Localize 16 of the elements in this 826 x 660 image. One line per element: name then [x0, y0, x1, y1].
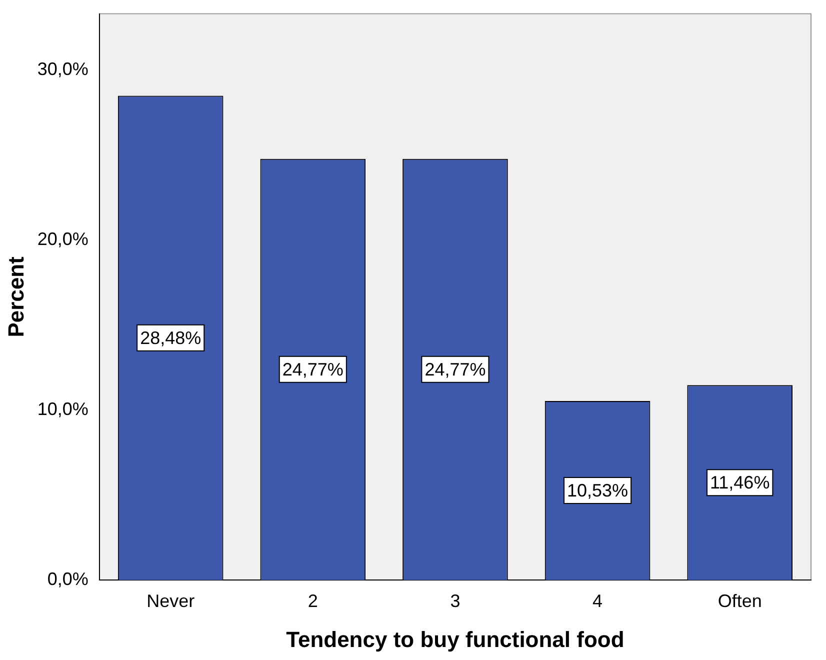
- y-tick-label: 20,0%: [37, 228, 88, 249]
- x-tick-label: 4: [592, 590, 603, 611]
- data-label: 10,53%: [567, 480, 628, 500]
- y-tick-label: 10,0%: [37, 398, 88, 419]
- y-axis-title: Percent: [3, 256, 28, 338]
- data-label: 11,46%: [710, 472, 770, 493]
- x-tick-label: Often: [718, 590, 762, 611]
- data-label: 24,77%: [424, 359, 486, 380]
- data-label: 24,77%: [282, 359, 344, 380]
- x-axis-title: Tendency to buy functional food: [286, 626, 624, 652]
- x-tick-label: Never: [146, 590, 195, 611]
- x-tick-label: 2: [308, 590, 318, 611]
- y-tick-label: 0,0%: [47, 568, 88, 589]
- x-tick-label: 3: [450, 590, 460, 611]
- data-label: 28,48%: [140, 328, 202, 348]
- y-tick-label: 30,0%: [37, 58, 88, 79]
